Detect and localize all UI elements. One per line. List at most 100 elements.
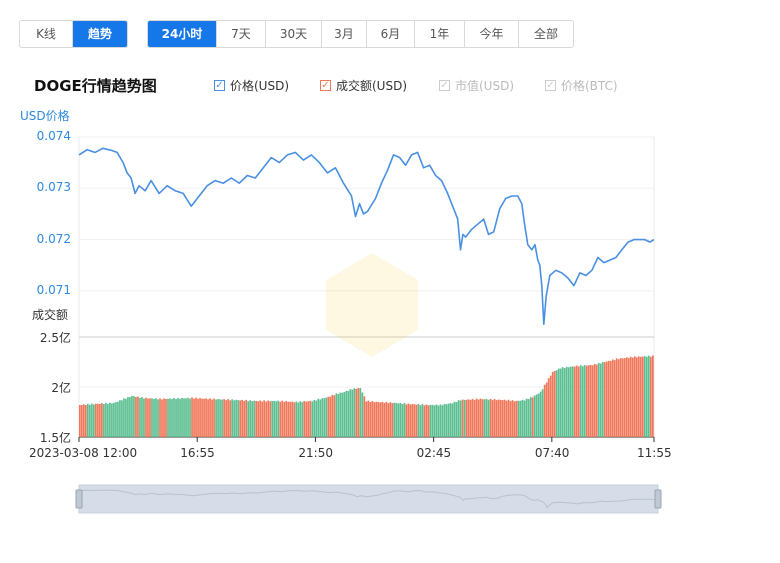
volume-bar: [643, 356, 646, 437]
volume-tick-label: 2.5亿: [39, 331, 71, 345]
volume-bar: [381, 401, 384, 437]
volume-bar: [107, 403, 109, 437]
tab-tabs_range-4[interactable]: 6月: [367, 21, 415, 47]
legend-item-1[interactable]: ✓ 成交额(USD): [320, 77, 407, 94]
navigator-handle-right[interactable]: [654, 489, 662, 509]
volume-bar: [293, 402, 296, 437]
volume-bar: [597, 362, 600, 437]
volume-bar: [365, 401, 368, 437]
volume-bar: [443, 403, 446, 437]
navigator-handle-left[interactable]: [75, 489, 83, 509]
volume-bar: [495, 400, 498, 437]
volume-bar: [539, 391, 542, 437]
volume-bar: [79, 405, 81, 437]
volume-bar: [283, 401, 286, 437]
watermark-hexagon: [326, 253, 418, 357]
volume-bar: [429, 404, 432, 437]
volume-bar: [483, 399, 486, 437]
volume-bar: [633, 356, 636, 437]
volume-bar: [133, 396, 135, 437]
volume-bar: [537, 393, 540, 437]
volume-bar: [473, 399, 476, 437]
tab-tabs_range-5[interactable]: 1年: [415, 21, 465, 47]
volume-bar: [361, 392, 364, 437]
volume-bar: [203, 398, 205, 437]
volume-bar: [253, 400, 256, 437]
volume-bar: [317, 398, 320, 437]
tab-tabs_range-1[interactable]: 7天: [217, 21, 266, 47]
volume-bar: [555, 370, 558, 437]
volume-bar: [379, 402, 382, 437]
tab-tabs_range-0[interactable]: 24小时: [148, 21, 217, 47]
volume-tick-label: 2亿: [51, 381, 71, 395]
volume-bar: [515, 400, 518, 437]
volume-bar: [287, 401, 290, 437]
volume-bar: [519, 400, 522, 437]
price-tick-label: 0.073: [36, 180, 71, 195]
volume-bar: [649, 356, 652, 437]
volume-bar: [217, 399, 219, 437]
volume-bar: [165, 398, 167, 437]
volume-bar: [527, 399, 530, 437]
volume-bar: [339, 392, 342, 437]
volume-bar: [157, 399, 159, 437]
volume-bar: [359, 388, 362, 437]
tab-tabs_range-6[interactable]: 今年: [465, 21, 519, 47]
x-tick-label: 16:55: [180, 446, 215, 460]
volume-bar: [595, 364, 598, 437]
legend-item-0[interactable]: ✓ 价格(USD): [214, 77, 289, 94]
volume-bar: [239, 400, 241, 437]
volume-bar: [531, 397, 534, 437]
tab-tabs_view-0[interactable]: K线: [20, 21, 73, 47]
watermark-logo: [326, 253, 418, 357]
volume-bar: [469, 399, 472, 437]
volume-bar: [269, 401, 272, 437]
volume-bar: [453, 401, 456, 437]
volume-bar: [183, 398, 185, 437]
tab-tabs_range-3[interactable]: 3月: [322, 21, 367, 47]
checkbox-checked-icon[interactable]: ✓: [320, 80, 331, 91]
volume-bar: [581, 366, 584, 437]
volume-bar: [393, 402, 396, 437]
volume-bar: [131, 395, 133, 437]
volume-bar: [273, 400, 276, 437]
volume-axis-label: 成交额: [32, 308, 69, 322]
volume-bar: [271, 400, 274, 437]
checkbox-disabled-icon[interactable]: ✓: [439, 80, 450, 91]
volume-bar: [205, 398, 207, 437]
volume-bar: [173, 398, 175, 437]
volume-bar: [647, 355, 650, 437]
price-tick-label: 0.072: [36, 231, 71, 246]
volume-bar: [613, 360, 616, 437]
volume-bar: [101, 403, 103, 437]
volume-bar: [639, 356, 642, 437]
volume-bar: [471, 398, 474, 437]
volume-tick-label: 1.5亿: [39, 431, 71, 445]
volume-bar: [335, 393, 338, 437]
legend-item-3[interactable]: ✓ 价格(BTC): [545, 77, 618, 94]
tab-tabs_range-2[interactable]: 30天: [266, 21, 322, 47]
volume-bar: [275, 401, 278, 437]
volume-bar: [291, 401, 294, 437]
volume-bar: [457, 400, 460, 437]
volume-bar: [405, 404, 408, 437]
volume-bar: [569, 366, 572, 437]
checkbox-checked-icon[interactable]: ✓: [214, 80, 225, 91]
volume-bar: [427, 405, 430, 437]
volume-bar: [373, 402, 376, 437]
volume-bar: [395, 402, 398, 437]
volume-bar: [303, 401, 306, 437]
volume-bar: [413, 404, 416, 437]
volume-bar: [533, 395, 536, 437]
volume-bar: [263, 400, 266, 437]
volume-bar: [289, 401, 292, 437]
navigator-track: [78, 484, 659, 514]
volume-bar: [245, 399, 247, 437]
tab-tabs_range-7[interactable]: 全部: [519, 21, 573, 47]
volume-bar: [145, 397, 147, 437]
tab-tabs_view-1[interactable]: 趋势: [73, 21, 127, 47]
volume-bar: [603, 362, 606, 437]
checkbox-disabled-icon[interactable]: ✓: [545, 80, 556, 91]
legend-item-2[interactable]: ✓ 市值(USD): [439, 77, 514, 94]
volume-bar: [631, 357, 634, 437]
